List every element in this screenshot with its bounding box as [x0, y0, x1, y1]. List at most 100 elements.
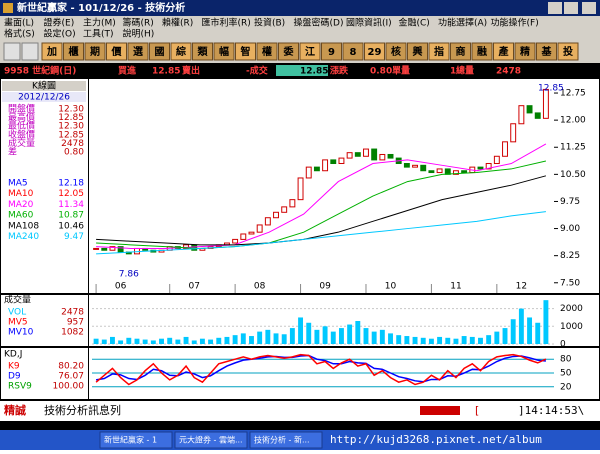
field-value: 12.85: [58, 113, 84, 123]
toolbar-button[interactable]: [493, 42, 514, 61]
menu-item[interactable]: 操盤密碼(D): [294, 17, 344, 29]
field-label: 成交量: [8, 137, 35, 149]
menu-item[interactable]: 設定(O): [44, 28, 76, 40]
status-indicator: [420, 406, 460, 415]
toolbar-button[interactable]: [536, 42, 557, 61]
toolbar-label: 產: [498, 45, 509, 58]
candle: [387, 153, 394, 159]
toolbar-button[interactable]: [471, 42, 493, 61]
candle: [542, 88, 549, 119]
volume-title: 成交量: [4, 294, 31, 306]
toolbar-button[interactable]: [127, 42, 149, 61]
volume-bar: [396, 335, 402, 344]
field-value: 0.80: [64, 148, 84, 158]
toolbar-label: 期: [90, 45, 100, 58]
indicator-value: 1082: [61, 328, 84, 338]
toolbar-button[interactable]: [364, 42, 385, 61]
ma-value: 10.46: [58, 221, 84, 231]
y-tick-label: 10.50: [560, 170, 586, 180]
volume-bar: [109, 336, 115, 344]
volume-bar: [527, 317, 533, 344]
toolbar-icon[interactable]: [3, 42, 21, 61]
toolbar-button[interactable]: [192, 42, 213, 61]
y-tick-label: 12.75: [560, 89, 586, 99]
field-label: 差: [8, 146, 17, 158]
toolbar-button[interactable]: [256, 42, 278, 61]
toolbar-button[interactable]: [63, 42, 84, 61]
toolbar-icon[interactable]: [21, 42, 39, 61]
maximize-button[interactable]: [564, 2, 578, 14]
volume-bar: [159, 338, 164, 344]
menu-item[interactable]: 說明(H): [123, 28, 155, 40]
toolbar-button[interactable]: [299, 42, 321, 61]
toolbar-label: 核: [391, 45, 401, 58]
ma-value: 11.34: [58, 200, 84, 210]
toolbar-button[interactable]: [213, 42, 235, 61]
toolbar-button[interactable]: [170, 42, 192, 61]
taskbar-button[interactable]: [174, 431, 248, 449]
candle: [264, 217, 271, 226]
ma-label: MA5: [8, 179, 28, 189]
taskbar-button[interactable]: [249, 431, 323, 449]
candle: [354, 152, 361, 157]
toolbar-button[interactable]: [84, 42, 106, 61]
menu-item[interactable]: 工具(T): [83, 29, 114, 40]
candle: [428, 170, 435, 174]
minimize-button[interactable]: [548, 2, 562, 14]
menu-item[interactable]: 匯市利率(R): [202, 17, 251, 29]
candle: [117, 246, 124, 253]
toolbar-button[interactable]: [149, 42, 170, 61]
menu-item[interactable]: 國際資訊(I): [346, 17, 392, 29]
taskbar-button[interactable]: [99, 431, 173, 449]
field-label: 收盤價: [8, 128, 35, 140]
menu-item[interactable]: 賴權(R): [162, 17, 193, 29]
toolbar-label: 權: [262, 45, 272, 58]
title-bar: [0, 0, 600, 16]
toolbar-button[interactable]: [450, 42, 471, 61]
ma-line: [96, 160, 547, 249]
toolbar-button[interactable]: [235, 42, 256, 61]
volume-bar: [208, 339, 214, 344]
menu-item[interactable]: 籌碼(R): [123, 17, 154, 29]
volume-bar: [330, 331, 336, 344]
menu-item[interactable]: 畫面(L): [4, 17, 34, 29]
menu-item[interactable]: 投資(B): [254, 17, 285, 29]
menu-item[interactable]: 格式(S): [4, 28, 35, 40]
window-title: 新世紀贏家 - 101/12/26 - 技術分析: [17, 1, 185, 14]
menu-item[interactable]: 主力(M): [83, 17, 116, 29]
quote-total-label: 總量: [456, 65, 474, 77]
menu-item[interactable]: 功能選擇(A): [438, 17, 487, 29]
toolbar-button[interactable]: [385, 42, 407, 61]
menu-item[interactable]: 證券(E): [44, 17, 75, 29]
volume-bar: [363, 328, 369, 344]
x-tick-label: 08: [254, 282, 266, 292]
toolbar-button[interactable]: [407, 42, 428, 61]
toolbar-label: 智: [241, 45, 251, 58]
y-tick-label: 20: [560, 382, 572, 392]
quote-change: 0.80: [370, 67, 392, 77]
menu-item[interactable]: 功能操作(F): [491, 17, 539, 29]
menu-item[interactable]: 金融(C): [399, 17, 430, 29]
toolbar-button[interactable]: [278, 42, 299, 61]
toolbar-button[interactable]: [428, 42, 450, 61]
toolbar-button[interactable]: [514, 42, 536, 61]
toolbar-label: 綜: [176, 45, 186, 58]
toolbar-button[interactable]: [321, 42, 342, 61]
close-button[interactable]: [582, 2, 596, 14]
max-label: 12.85: [538, 84, 564, 94]
volume-bar: [518, 308, 524, 344]
volume-bar: [486, 335, 492, 344]
toolbar-button[interactable]: [41, 42, 63, 61]
quote-buy-label: 買進: [118, 65, 137, 77]
toolbar-button[interactable]: [557, 42, 579, 61]
volume-bar: [224, 336, 230, 344]
k-line: [95, 353, 547, 386]
volume-bar: [289, 328, 295, 344]
toolbar-button[interactable]: [106, 42, 127, 61]
toolbar-button[interactable]: [342, 42, 364, 61]
volume-bar: [175, 339, 181, 344]
volume-bar: [265, 329, 271, 344]
toolbar-label: 委: [283, 45, 295, 58]
